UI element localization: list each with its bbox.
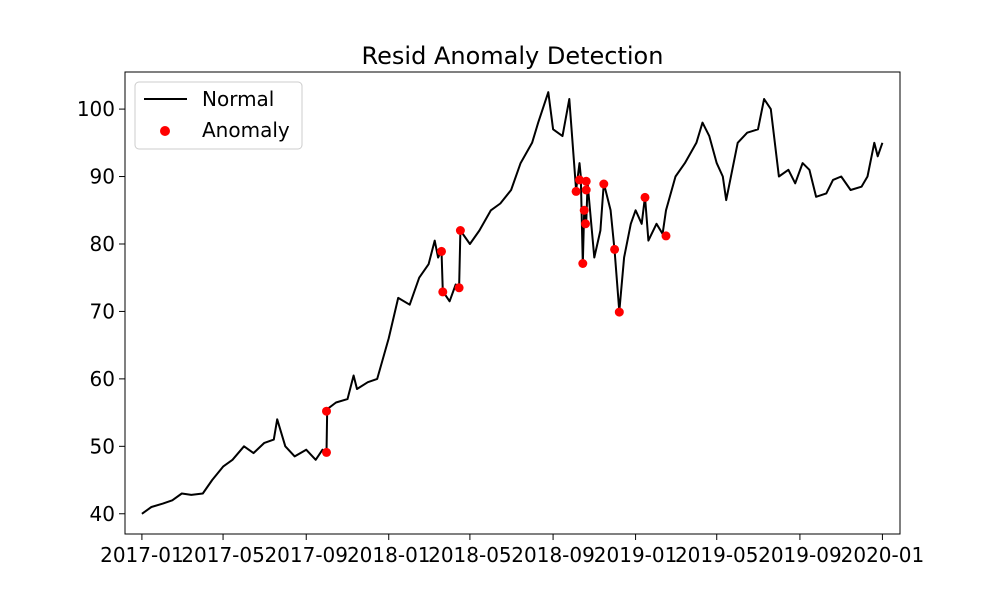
y-tick-label: 50: [90, 434, 115, 458]
legend-anomaly-marker: [160, 126, 170, 136]
x-tick-label: 2017-05: [181, 543, 265, 567]
y-tick-label: 60: [90, 367, 115, 391]
anomaly-point: [614, 307, 624, 317]
plot-area: [141, 91, 884, 515]
x-tick-label: 2020-01: [841, 543, 925, 567]
plot-frame: [124, 71, 901, 535]
chart-title: Resid Anomaly Detection: [362, 42, 664, 70]
x-tick-label: 2018-05: [428, 543, 512, 567]
legend: Normal Anomaly: [134, 81, 303, 150]
anomaly-point: [322, 406, 331, 416]
x-tick-label: 2017-09: [264, 543, 348, 567]
y-tick-label: 70: [90, 299, 115, 323]
x-tick-label: 2019-01: [594, 543, 678, 567]
anomaly-point: [599, 179, 609, 189]
x-tick-label: 2018-01: [347, 543, 431, 567]
y-axis: 40 50 60 70 80 90 100: [77, 97, 125, 526]
y-tick-label: 90: [90, 165, 115, 189]
anomaly-point: [571, 186, 581, 196]
anomaly-point: [610, 244, 620, 254]
anomaly-point: [579, 205, 589, 215]
x-tick-label: 2019-09: [758, 543, 842, 567]
x-tick-label: 2019-05: [675, 543, 759, 567]
y-tick-label: 40: [90, 502, 115, 526]
anomaly-point: [640, 192, 650, 202]
x-tick-label: 2017-01: [100, 543, 184, 567]
series-normal-line: [141, 91, 884, 515]
x-tick-label: 2018-09: [511, 543, 595, 567]
anomaly-point: [581, 185, 591, 195]
anomaly-point: [438, 287, 448, 297]
y-tick-label: 100: [77, 97, 115, 121]
anomaly-point: [454, 283, 464, 293]
anomaly-point: [575, 175, 584, 185]
anomaly-point: [322, 447, 331, 457]
anomaly-point: [455, 226, 465, 235]
anomaly-point: [581, 176, 591, 186]
y-tick-label: 80: [90, 232, 115, 256]
legend-label-anomaly: Anomaly: [202, 118, 290, 142]
anomaly-point: [578, 259, 588, 268]
legend-label-normal: Normal: [202, 87, 274, 111]
anomaly-point: [661, 231, 671, 241]
anomaly-point: [581, 219, 590, 229]
anomaly-point: [437, 246, 446, 256]
